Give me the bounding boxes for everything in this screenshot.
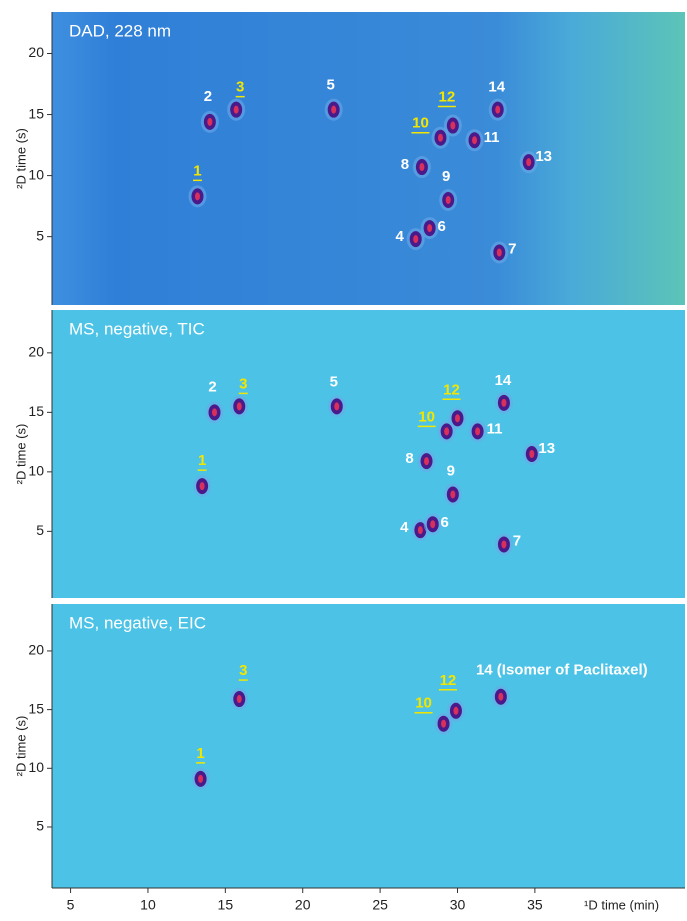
peak-label: 12 — [440, 672, 457, 689]
y-axis-title: ²D time (s) — [13, 424, 28, 485]
y-tick-label: 10 — [28, 463, 44, 479]
peak-label: 1 — [196, 745, 204, 762]
panel-title: DAD, 228 nm — [69, 21, 171, 40]
peak-label: 10 — [412, 115, 429, 132]
y-tick-label: 10 — [28, 759, 44, 775]
peak-label: 10 — [418, 408, 435, 425]
peak-label: 11 — [487, 420, 503, 437]
x-tick-label: 30 — [450, 897, 466, 913]
peak-core — [475, 427, 481, 436]
peak-label: 7 — [513, 532, 521, 549]
peak-label: 12 — [443, 381, 460, 398]
y-axis-title: ²D time (s) — [13, 128, 28, 189]
peak-core — [419, 163, 425, 172]
peak-core — [501, 398, 507, 407]
peak-label: 9 — [442, 168, 450, 185]
peak-core — [198, 774, 204, 783]
panel-background — [52, 310, 685, 598]
y-tick-label: 5 — [36, 227, 44, 243]
peak-core — [445, 196, 451, 205]
peak-label: 10 — [415, 695, 432, 712]
peak-core — [334, 402, 340, 411]
peak-label: 9 — [447, 462, 455, 479]
x-tick-label: 35 — [527, 897, 543, 913]
peak-core — [236, 402, 242, 411]
peak-core — [413, 235, 419, 244]
x-tick-label: 15 — [218, 897, 234, 913]
peak-core — [199, 482, 205, 491]
peak-label: 6 — [437, 218, 445, 235]
peak-label: 2 — [204, 88, 212, 105]
y-tick-label: 20 — [28, 642, 44, 658]
peak-label: 14 — [495, 372, 512, 389]
panel-title: MS, negative, EIC — [69, 613, 206, 632]
peak-label: 14 — [488, 79, 505, 96]
y-tick-label: 15 — [28, 105, 44, 121]
peak-label: 3 — [236, 79, 244, 96]
y-tick-label: 15 — [28, 403, 44, 419]
peak-label: 5 — [330, 373, 338, 390]
peak-core — [424, 457, 430, 466]
peak-label: 3 — [239, 375, 247, 392]
peak-label: 2 — [208, 378, 216, 395]
peak-core — [437, 133, 443, 142]
peak-core — [441, 719, 447, 728]
peak-label: 8 — [405, 450, 413, 467]
peak-label: 13 — [538, 440, 555, 457]
panel-background — [52, 604, 685, 888]
peak-core — [331, 105, 337, 114]
peak-core — [430, 520, 436, 529]
peak-label: 4 — [396, 228, 405, 245]
peak-core — [529, 450, 535, 458]
y-tick-label: 5 — [36, 522, 44, 538]
x-axis-title: ¹D time (min) — [584, 897, 659, 912]
peak-label: 11 — [484, 129, 500, 146]
peak-label: 5 — [327, 77, 335, 94]
peak-label: 6 — [441, 514, 449, 531]
peak-core — [444, 427, 450, 436]
peak-core — [495, 105, 501, 114]
x-tick-label: 25 — [372, 897, 388, 913]
y-axis-title: ²D time (s) — [13, 716, 28, 777]
y-tick-label: 10 — [28, 166, 44, 182]
peak-core — [496, 248, 502, 257]
peak-label: 8 — [401, 156, 409, 173]
peak-core — [450, 121, 456, 130]
peak-label: 3 — [239, 662, 247, 679]
peak-core — [501, 540, 507, 549]
peak-core — [194, 192, 200, 201]
panel-background — [52, 12, 685, 305]
peak-core — [453, 706, 459, 715]
peak-core — [236, 695, 242, 704]
peak-core — [417, 526, 423, 535]
peak-label: 1 — [198, 452, 206, 469]
peak-core — [233, 105, 239, 114]
peak-core — [472, 136, 478, 145]
peak-core — [450, 490, 456, 499]
peak-label: 1 — [193, 162, 201, 179]
x-tick-label: 20 — [295, 897, 311, 913]
y-tick-label: 20 — [28, 44, 44, 60]
peak-label: 12 — [439, 89, 456, 106]
x-tick-label: 5 — [67, 897, 75, 913]
peak-label: 13 — [535, 148, 552, 165]
peak-label: 4 — [400, 519, 409, 536]
peak-core — [498, 692, 504, 701]
peak-core — [454, 414, 460, 423]
peak-core — [526, 158, 532, 167]
y-tick-label: 20 — [28, 344, 44, 360]
peak-core — [207, 117, 213, 126]
y-tick-label: 15 — [28, 700, 44, 716]
y-tick-label: 5 — [36, 818, 44, 834]
x-tick-label: 10 — [140, 897, 156, 913]
peak-core — [212, 408, 218, 417]
peak-label: 7 — [508, 240, 516, 257]
peak-label: 14 (Isomer of Paclitaxel) — [476, 662, 648, 679]
peak-core — [427, 224, 433, 233]
panel-title: MS, negative, TIC — [69, 319, 205, 338]
